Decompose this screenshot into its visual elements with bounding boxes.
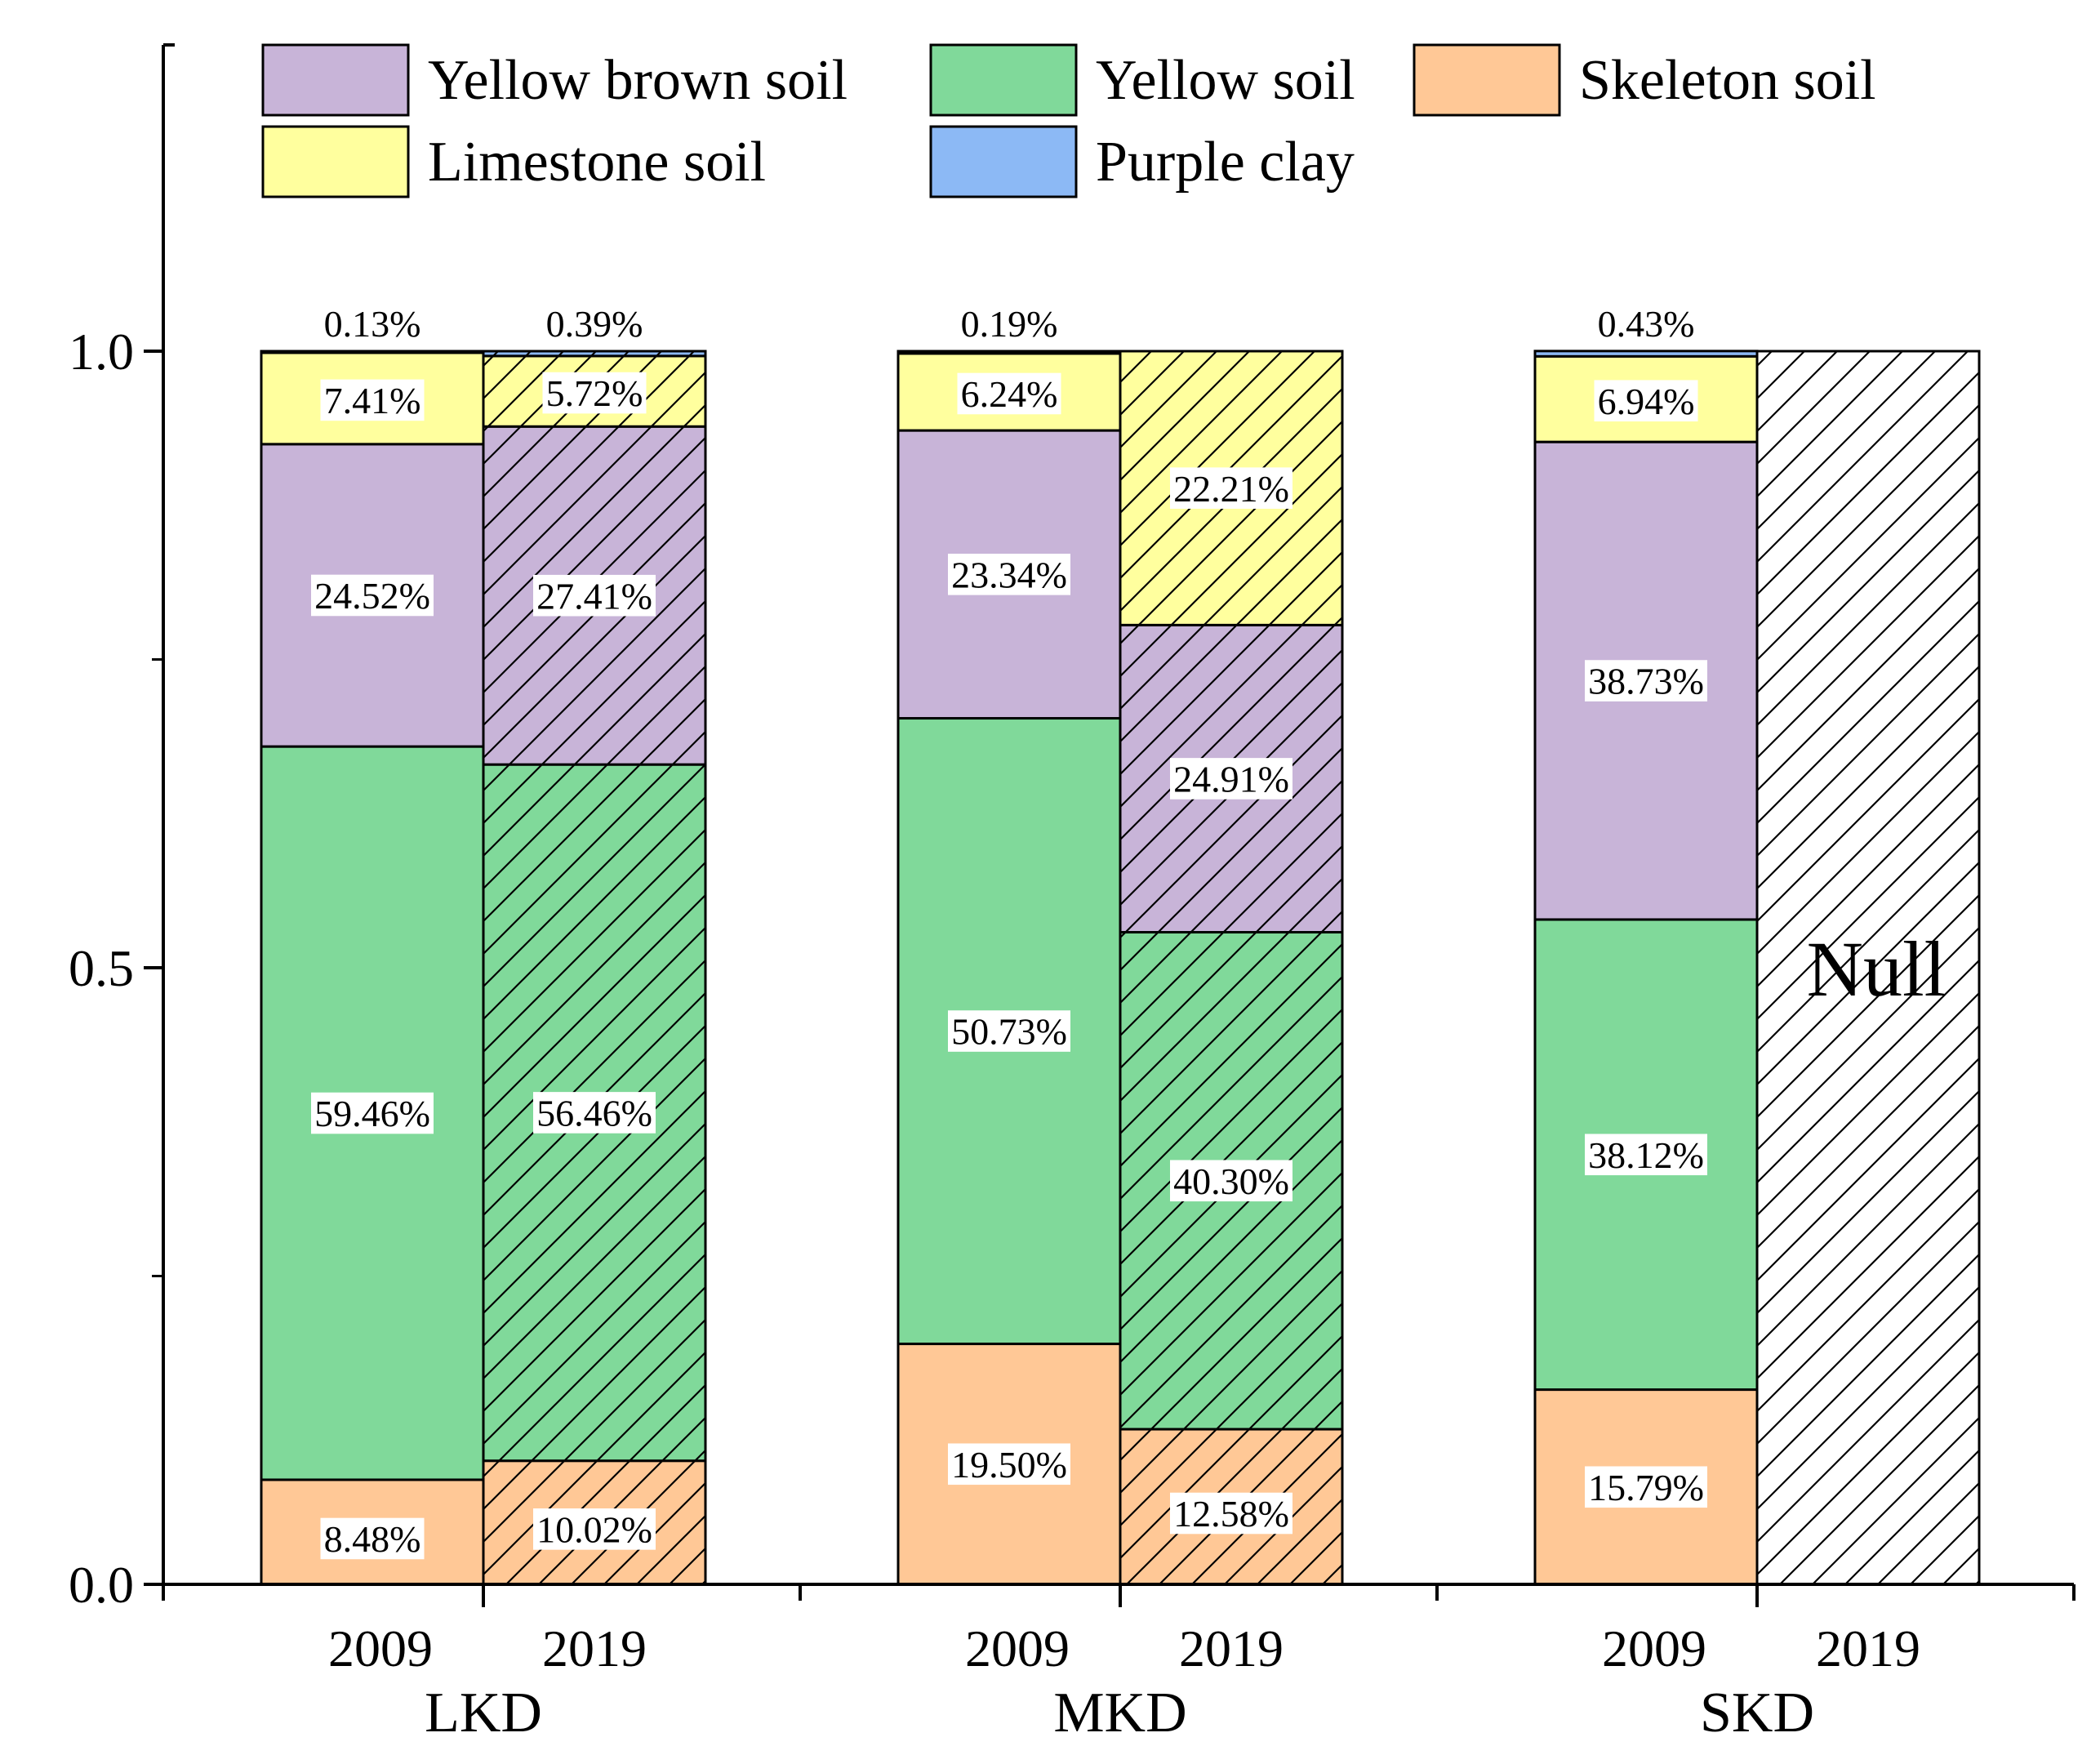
label-mkd-2009-yellow_brown: 23.34% (951, 554, 1067, 595)
y-tick-label-2: 1.0 (69, 323, 134, 381)
label-lkd-2019-yellow-bg (533, 1092, 656, 1134)
label-skd-2009-yellow_brown: 38.73% (1588, 661, 1704, 702)
label-mkd-2009-yellow-bg (948, 1010, 1070, 1052)
label-lkd-2009-purple: 0.13% (324, 303, 421, 345)
plot-area: 8.48% 59.46% 24.52% 7.41% 0.13% 10.02% 56.46% 2… (260, 302, 1981, 1586)
label-lkd-2009-limestone-bg (320, 379, 425, 421)
legend-swatch-yellow_brown (261, 43, 410, 117)
label-lkd-2019-purple-bg (542, 302, 647, 345)
label-lkd-2009-skeleton: 8.48% (324, 1518, 421, 1560)
legend-label-skeleton: Skeleton soil (1579, 49, 1876, 112)
label-lkd-2019-skeleton-bg (533, 1508, 656, 1550)
label-lkd-2019-skeleton: 10.02% (536, 1508, 652, 1550)
bar-mkd-2009-limestone (897, 352, 1122, 432)
x-tick-label-mkd-2009: 2009 (965, 1619, 1070, 1677)
legend-label-purple: Purple clay (1096, 131, 1355, 194)
label-mkd-2009-purple-bg (957, 302, 1061, 345)
label-mkd-2019-yellow_brown-bg (1170, 758, 1292, 800)
label-mkd-2019-limestone: 22.21% (1173, 468, 1289, 510)
legend: Yellow brown soil Yellow soil Skeleton soi… (261, 43, 1876, 198)
label-lkd-2019-purple: 0.39% (546, 303, 643, 345)
label-mkd-2009-purple: 0.19% (961, 303, 1058, 345)
label-lkd-2009-yellow_brown-bg (311, 574, 434, 617)
group-label-mkd: MKD (1053, 1682, 1186, 1744)
label-lkd-2009-skeleton-bg (320, 1517, 425, 1560)
label-skd-2009-yellow_brown-bg (1585, 660, 1707, 702)
label-skd-2009-skeleton: 15.79% (1588, 1467, 1704, 1508)
label-lkd-2009-yellow-bg (311, 1092, 434, 1134)
legend-label-yellow: Yellow soil (1096, 49, 1355, 112)
label-lkd-2019-yellow: 56.46% (536, 1093, 652, 1134)
label-lkd-2019-limestone-bg (542, 372, 647, 414)
label-skd-2009-purple-bg (1594, 302, 1698, 345)
x-tick-label-skd-2019: 2019 (1816, 1619, 1920, 1677)
label-mkd-2019-yellow-bg (1170, 1160, 1292, 1202)
label-lkd-2019-yellow_brown-bg (533, 574, 656, 617)
label-skd-2009-limestone-bg (1594, 380, 1698, 422)
label-mkd-2009-yellow_brown-bg (948, 554, 1070, 595)
x-tick-label-mkd-2019: 2019 (1179, 1619, 1284, 1677)
label-skd-2009-purple: 0.43% (1598, 303, 1695, 345)
x-tick-label-skd-2009: 2009 (1602, 1619, 1706, 1677)
x-tick-label-lkd-2019: 2019 (542, 1619, 647, 1677)
bar-skd-2019-hatch (1757, 351, 1979, 1584)
label-mkd-2019-skeleton-bg (1170, 1492, 1292, 1535)
group-label-lkd: LKD (425, 1682, 542, 1744)
label-mkd-2019-yellow_brown: 24.91% (1173, 759, 1289, 800)
label-lkd-2009-yellow_brown: 24.52% (314, 575, 430, 617)
label-lkd-2009-purple-bg (320, 302, 425, 345)
label-mkd-2009-skeleton-bg (948, 1443, 1070, 1486)
label-mkd-2019-yellow: 40.30% (1173, 1160, 1289, 1202)
legend-swatch-limestone (261, 125, 410, 198)
label-lkd-2009-yellow: 59.46% (314, 1093, 430, 1134)
bar-lkd-2019-purple-hatch (483, 351, 705, 356)
legend-label-limestone: Limestone soil (428, 131, 766, 194)
label-mkd-2009-limestone-bg (957, 372, 1061, 415)
label-skd-2009-skeleton-bg (1585, 1466, 1707, 1508)
label-skd-2009-yellow-bg (1585, 1134, 1707, 1176)
y-tick-label-0: 0.0 (69, 1556, 134, 1614)
bar-skd-2009-purple (1533, 350, 1759, 358)
y-tick-label-1: 0.5 (69, 939, 134, 997)
label-lkd-2019-yellow_brown: 27.41% (536, 575, 652, 617)
label-lkd-2019-limestone: 5.72% (546, 372, 643, 414)
label-mkd-2009-limestone: 6.24% (961, 373, 1058, 415)
label-mkd-2009-yellow: 50.73% (951, 1011, 1067, 1053)
legend-swatch-skeleton (1413, 43, 1561, 117)
bar-lkd-2009-purple (260, 350, 485, 354)
label-mkd-2019-limestone-bg (1170, 467, 1292, 509)
legend-swatch-purple (929, 125, 1078, 198)
label-mkd-2019-skeleton: 12.58% (1173, 1493, 1289, 1535)
label-skd-2009-yellow: 38.12% (1588, 1134, 1704, 1176)
legend-label-yellow_brown: Yellow brown soil (428, 49, 848, 112)
bar-mkd-2009-purple (897, 350, 1122, 355)
label-lkd-2009-limestone: 7.41% (324, 380, 421, 421)
null-label: Null (1807, 925, 1947, 1013)
group-label-skd: SKD (1700, 1682, 1814, 1744)
legend-swatch-yellow (929, 43, 1078, 117)
label-mkd-2009-skeleton: 19.50% (951, 1444, 1067, 1486)
label-skd-2009-limestone: 6.94% (1598, 381, 1695, 422)
x-tick-label-lkd-2009: 2009 (328, 1619, 433, 1677)
